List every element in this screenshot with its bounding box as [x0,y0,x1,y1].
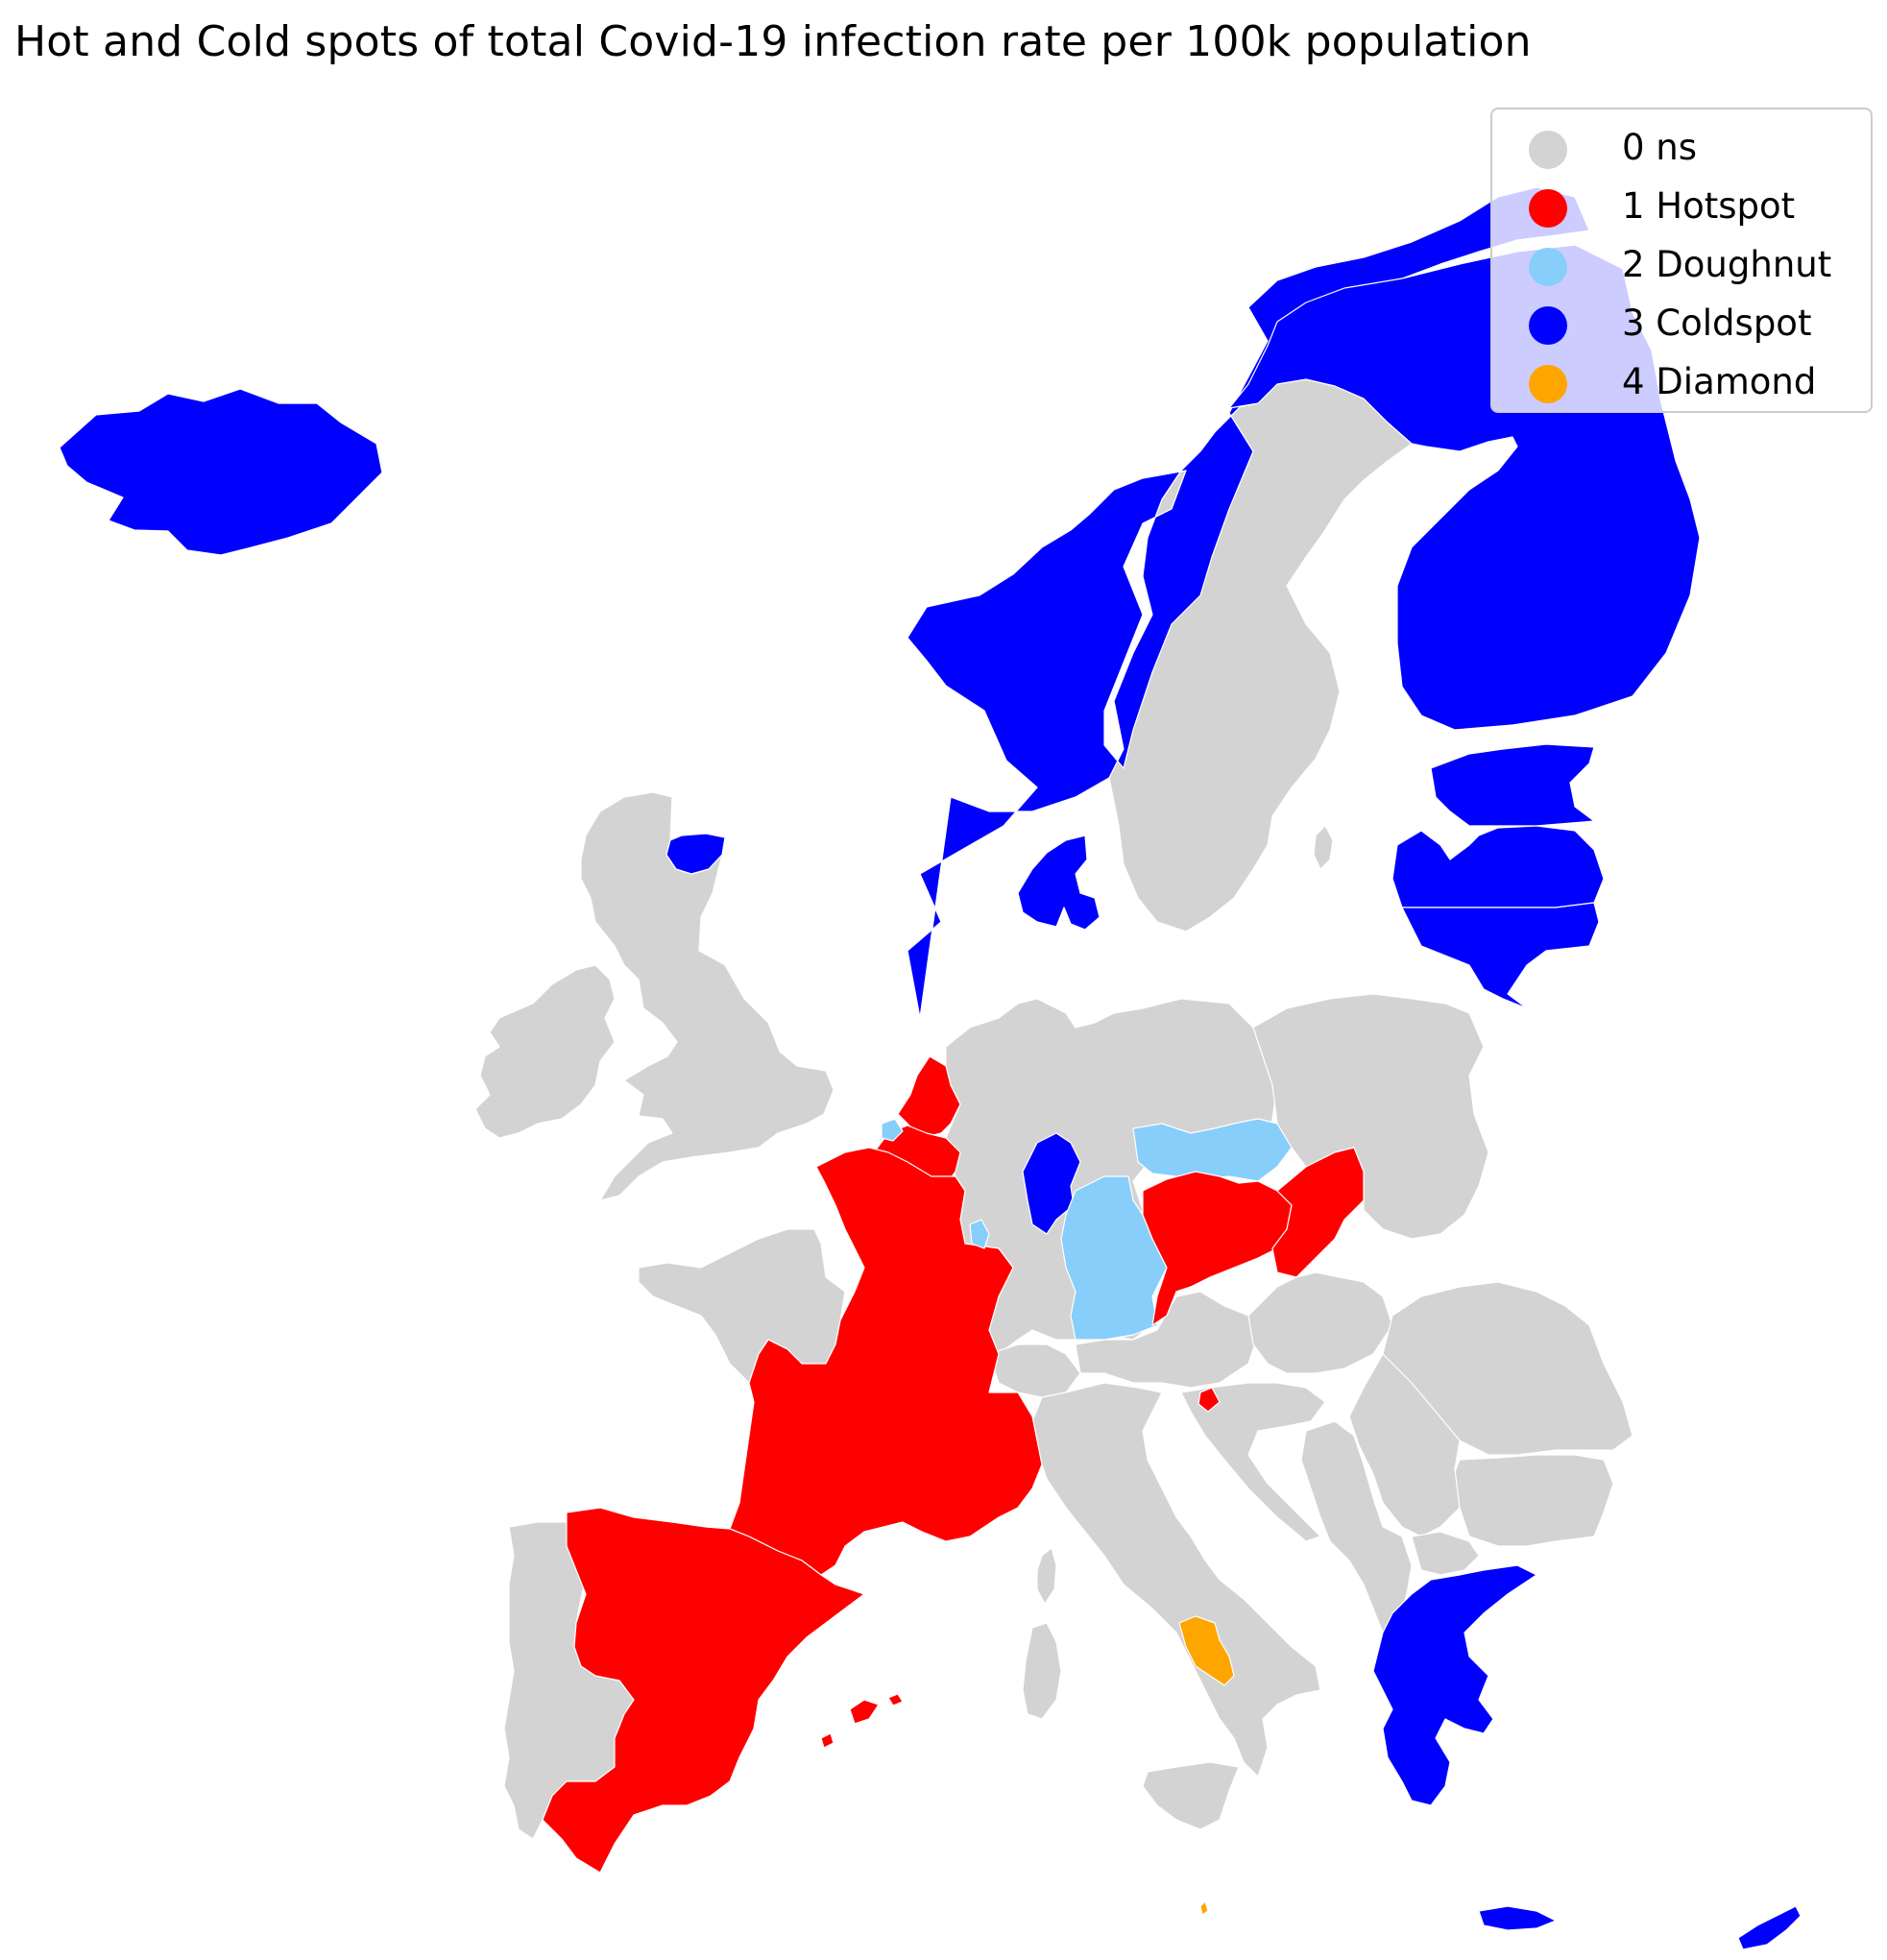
region-ireland [474,964,616,1139]
legend-item: 1 Hotspot [1492,180,1871,237]
legend-label: 2 Doughnut [1622,244,1832,285]
region-latvia [1391,825,1605,908]
region-hungary [1247,1271,1393,1374]
legend-marker-icon [1529,131,1567,169]
region-iceland [59,388,383,556]
legend-item: 4 Diamond [1492,355,1871,413]
region-brittany [638,1228,846,1384]
region-crete [1478,1905,1557,1931]
region-lithuania [1401,902,1600,1009]
region-greece [1372,1564,1537,1806]
legend-item: 3 Coldspot [1492,297,1871,354]
region-mallorca-orange-south [1199,1900,1209,1916]
legend-label: 4 Diamond [1622,361,1817,402]
region-slovakia [1271,1147,1365,1278]
region-norway [907,186,1590,1019]
region-bavaria [1060,1175,1168,1341]
legend-item: 0 ns [1492,121,1871,179]
region-bulgaria [1449,1454,1614,1547]
region-denmark [1017,835,1101,931]
region-gotland [1313,825,1334,870]
region-austria-hotspot [1198,1387,1221,1413]
region-sicily [1142,1761,1240,1830]
region-belgium-doughnut [881,1118,904,1142]
region-hesse [1022,1132,1081,1235]
region-alsace-doughnut [969,1219,990,1249]
legend-label: 0 ns [1622,127,1698,168]
region-corsica [1036,1547,1057,1605]
legend-label: 1 Hotspot [1622,185,1796,227]
legend-marker-icon [1529,365,1567,403]
legend-marker-icon [1529,248,1567,286]
region-croatia [1180,1382,1326,1542]
region-saxony [1132,1118,1293,1182]
region-north-macedonia [1411,1531,1480,1576]
region-poland [1252,993,1489,1240]
region-balearic-islands [820,1693,904,1749]
map-title: Hot and Cold spots of total Covid-19 inf… [14,17,1532,66]
region-sardinia [1022,1622,1062,1720]
region-czechia [1142,1171,1293,1326]
legend-marker-icon [1529,306,1567,345]
region-estonia [1430,743,1595,827]
region-spain [542,1507,865,1874]
legend-item: 2 Doughnut [1492,238,1871,296]
region-italy [1031,1382,1321,1778]
region-scotland-north-east [665,833,726,875]
region-cyprus [1737,1905,1802,1950]
region-france [729,1147,1043,1576]
legend-label: 3 Coldspot [1622,302,1812,344]
map-legend: 0 ns 1 Hotspot 2 Doughnut 3 Coldspot 4 Diamo… [1490,108,1873,413]
region-switzerland [988,1343,1081,1398]
region-campania [1178,1615,1235,1686]
legend-marker-icon [1529,189,1567,228]
